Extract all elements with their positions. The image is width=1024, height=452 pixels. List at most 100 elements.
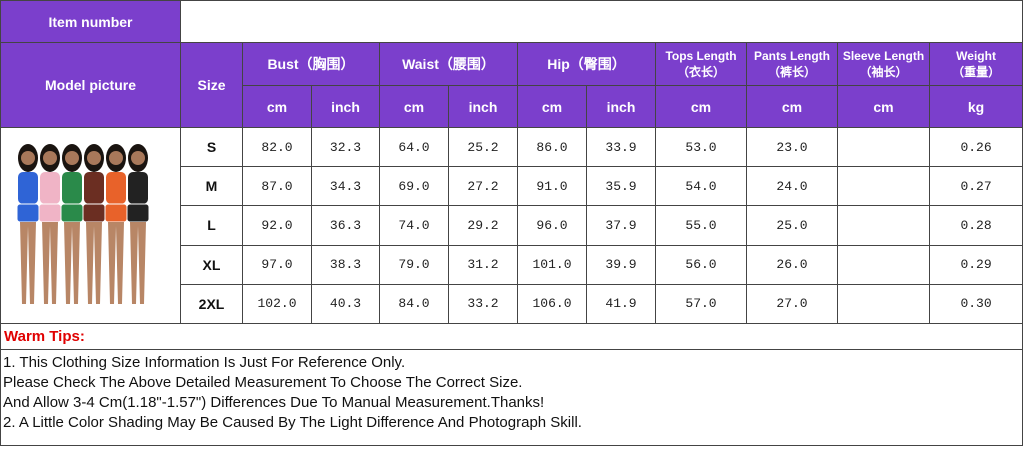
model-picture-label: Model picture [0,42,181,128]
item-number-label: Item number [0,0,181,43]
size-value: S [180,126,243,168]
measurement-value: 38.3 [311,244,380,285]
warm-tips-text: 1. This Clothing Size Information Is Jus… [0,349,1024,446]
measurement-label: Bust（胸围） [267,56,355,72]
measurement-value: 86.0 [517,126,587,168]
measurement-value: 33.9 [586,126,656,168]
measurement-label: Waist（腰围） [402,56,495,72]
measurement-label: Hip（臀围） [547,56,626,72]
measurement-value: 79.0 [379,244,449,285]
measurement-value: 82.0 [242,126,312,168]
measurement-value: 0.29 [928,244,1024,285]
measurement-value: 36.3 [311,205,380,246]
measurement-value: 41.9 [586,283,656,325]
measurement-value: 92.0 [242,205,312,246]
measurement-header: Weight （重量） [928,42,1024,86]
measurement-value: 106.0 [517,283,587,325]
measurement-value: 33.2 [448,283,518,325]
measurement-value: 87.0 [242,166,312,207]
measurement-value: 64.0 [379,126,449,168]
table-row: L 92.0 36.3 74.0 29.2 96.0 37.9 55.0 25.0 0.28 [1,205,1024,246]
measurement-value: 31.2 [448,244,518,285]
measurement-value: 57.0 [655,283,747,325]
warm-tips-title: Warm Tips: [0,323,1024,350]
unit-label: inch [311,85,380,128]
measurement-value: 37.9 [586,205,656,246]
measurement-sublabel: （裤长） [767,65,816,79]
measurement-value: 97.0 [242,244,312,285]
measurement-label: Sleeve Length [842,49,925,63]
measurement-value: 32.3 [311,126,380,168]
measurement-value: 26.0 [746,244,838,285]
unit-label: inch [586,85,656,128]
size-value: M [180,166,243,207]
measurement-value: 35.9 [586,166,656,207]
model-image [16,144,149,304]
measurement-value: 101.0 [517,244,587,285]
table-row: M 87.0 34.3 69.0 27.2 91.0 35.9 54.0 24.0 0.27 [1,166,1024,207]
empty-cell [837,205,930,246]
unit-label: cm [379,85,449,128]
measurement-label: Weight [956,49,996,63]
measurement-value: 24.0 [746,166,838,207]
measurement-value: 25.0 [746,205,838,246]
measurement-value: 56.0 [655,244,747,285]
table-row: 2XL 102.0 40.3 84.0 33.2 106.0 41.9 57.0 27.0 0.3… [1,283,1024,325]
measurement-value: 102.0 [242,283,312,325]
measurement-value: 25.2 [448,126,518,168]
measurement-label: Pants Length [753,49,830,63]
model-picture [0,127,181,324]
measurement-header: Bust（胸围） [242,42,380,86]
unit-label: cm [655,85,747,128]
measurement-sublabel: （袖长） [859,65,908,79]
measurement-value: 0.27 [928,166,1024,207]
empty-cell [837,283,930,325]
measurement-value: 27.2 [448,166,518,207]
measurement-value: 74.0 [379,205,449,246]
measurement-value: 96.0 [517,205,587,246]
measurement-sublabel: （重量） [952,65,1001,79]
measurement-value: 54.0 [655,166,747,207]
measurement-value: 69.0 [379,166,449,207]
item-number-value [179,0,1024,43]
table-row: cm inch cm inch cm inch cm cm cm kg [1,85,1024,128]
size-value: XL [180,244,243,285]
table-row: Model picture Size Bust（胸围） Waist（腰围） Hip（臀围… [0,42,1024,128]
measurement-value: 27.0 [746,283,838,325]
table-row: Warm Tips: [0,323,1024,350]
measurement-sublabel: （衣长） [676,65,725,79]
measurement-value: 34.3 [311,166,380,207]
table-row: S 82.0 32.3 64.0 25.2 86.0 33.9 53.0 23.0 0.26 [0,126,1024,324]
measurement-value: 55.0 [655,205,747,246]
measurement-header: Pants Length （裤长） [746,42,838,86]
tip-line: 1. This Clothing Size Information Is Jus… [3,354,406,371]
measurement-value: 40.3 [311,283,380,325]
unit-label: inch [448,85,518,128]
measurement-header: Tops Length （衣长） [655,42,747,86]
empty-cell [837,166,930,207]
tip-line: And Allow 3-4 Cm(1.18"-1.57") Difference… [3,394,545,411]
table-row: Item number [0,0,1024,43]
unit-label: cm [517,85,587,128]
empty-cell [837,244,930,285]
size-label: Size [180,42,243,128]
unit-label: cm [242,85,312,128]
measurement-header: Hip（臀围） [517,42,656,86]
measurement-value: 0.30 [928,283,1024,325]
measurement-value: 39.9 [586,244,656,285]
tip-line: 2. A Little Color Shading May Be Caused … [3,414,582,431]
unit-label: cm [837,85,930,128]
unit-label: kg [928,85,1024,128]
measurement-header: Waist（腰围） [379,42,518,86]
measurement-value: 0.28 [928,205,1024,246]
measurement-value: 84.0 [379,283,449,325]
measurement-label: Tops Length [665,49,737,63]
empty-cell [837,126,930,168]
size-value: 2XL [180,283,243,325]
unit-label: cm [746,85,838,128]
measurement-value: 29.2 [448,205,518,246]
tip-line: Please Check The Above Detailed Measurem… [3,374,523,391]
size-value: L [180,205,243,246]
